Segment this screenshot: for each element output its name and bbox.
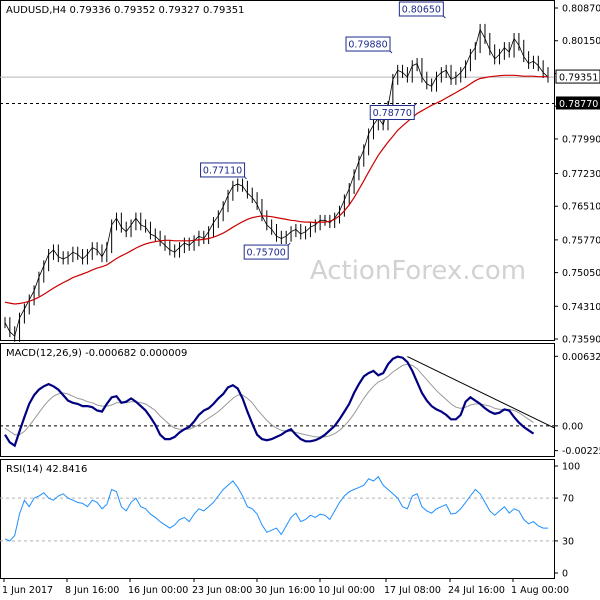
price-panel-title: AUDUSD,H4 0.79336 0.79352 0.79327 0.7935… bbox=[6, 5, 244, 16]
current-price-box bbox=[555, 69, 600, 84]
price-axis-label: 0.77990 bbox=[562, 134, 600, 145]
annotation-leader bbox=[413, 103, 417, 106]
current-price-label: 0.79351 bbox=[559, 73, 598, 84]
macd-trendline bbox=[407, 356, 555, 429]
x-axis-label: 30 Jun 16:00 bbox=[255, 585, 315, 596]
x-axis-label: 24 Jul 16:00 bbox=[448, 585, 505, 596]
price-axis-label: 0.77230 bbox=[562, 169, 600, 180]
macd-main-line bbox=[4, 355, 535, 448]
macd-axis-label: 0.00 bbox=[562, 421, 583, 432]
rsi-axis-label: 0 bbox=[562, 569, 568, 580]
price-axis-label: 0.80870 bbox=[562, 4, 600, 15]
annotation-box bbox=[345, 36, 391, 52]
price-series-layer: 0.80650 0.79880 0.78770 0.77110 0.75700 bbox=[0, 1, 554, 342]
macd-panel-title: MACD(12,26,9) -0.000682 0.000009 bbox=[6, 348, 187, 359]
watermark-text: ActionForex.com bbox=[310, 256, 526, 286]
price-axis-label: 0.76510 bbox=[562, 202, 600, 213]
macd-panel-frame bbox=[0, 343, 555, 457]
annotation-box bbox=[398, 1, 444, 17]
macd-axis-label: 0.006326 bbox=[562, 352, 600, 363]
price-axis-label: 0.75770 bbox=[562, 235, 600, 246]
price-axis-label: 0.80150 bbox=[562, 36, 600, 47]
annotation-label: 0.77110 bbox=[203, 165, 242, 176]
annotation-leader bbox=[389, 50, 393, 54]
price-panel-frame bbox=[0, 0, 555, 341]
macd-series-layer bbox=[0, 355, 555, 448]
price-axis-label: 0.73590 bbox=[562, 335, 600, 346]
x-axis-label: 10 Jul 00:00 bbox=[318, 585, 375, 596]
annotation-label: 0.75700 bbox=[247, 248, 286, 259]
moving-average-line bbox=[4, 74, 548, 305]
rsi-panel-title: RSI(14) 42.8416 bbox=[6, 464, 87, 475]
x-axis-label: 17 Jul 08:00 bbox=[384, 585, 441, 596]
annotation-box bbox=[243, 244, 289, 260]
x-axis-label: 1 Aug 00:00 bbox=[511, 585, 569, 596]
annotation-leader bbox=[442, 15, 446, 19]
rsi-axis-label: 100 bbox=[562, 462, 580, 473]
price-axis-label: 0.74310 bbox=[562, 302, 600, 313]
macd-signal-line bbox=[4, 363, 534, 438]
rsi-axis-label: 30 bbox=[562, 536, 574, 547]
annotation-label: 0.79880 bbox=[348, 40, 387, 51]
annotation-leader bbox=[287, 242, 291, 246]
rsi-panel-frame bbox=[0, 459, 555, 579]
price-close-line bbox=[4, 28, 549, 338]
annotation-box bbox=[200, 162, 246, 178]
annotation-label: 0.78770 bbox=[373, 108, 412, 119]
macd-axis-label: -0.002253 bbox=[562, 446, 600, 457]
x-axis-label: 1 Jun 2017 bbox=[2, 585, 53, 596]
axis-layer: 0.808700.801500.794300.787100.779900.772… bbox=[2, 4, 600, 596]
rsi-axis-label: 70 bbox=[562, 494, 574, 505]
rsi-series-layer bbox=[0, 475, 554, 542]
annotation-leader bbox=[244, 176, 247, 180]
support-level-label: 0.78770 bbox=[559, 99, 598, 110]
support-level-box bbox=[556, 96, 600, 110]
price-axis-label: 0.75050 bbox=[562, 268, 600, 279]
x-axis-label: 16 Jun 00:00 bbox=[128, 585, 188, 596]
x-axis-label: 8 Jun 16:00 bbox=[65, 585, 119, 596]
rsi-line bbox=[4, 475, 548, 542]
annotation-label: 0.80650 bbox=[402, 5, 441, 16]
x-axis-label: 23 Jun 08:00 bbox=[192, 585, 252, 596]
annotation-box bbox=[369, 104, 415, 120]
